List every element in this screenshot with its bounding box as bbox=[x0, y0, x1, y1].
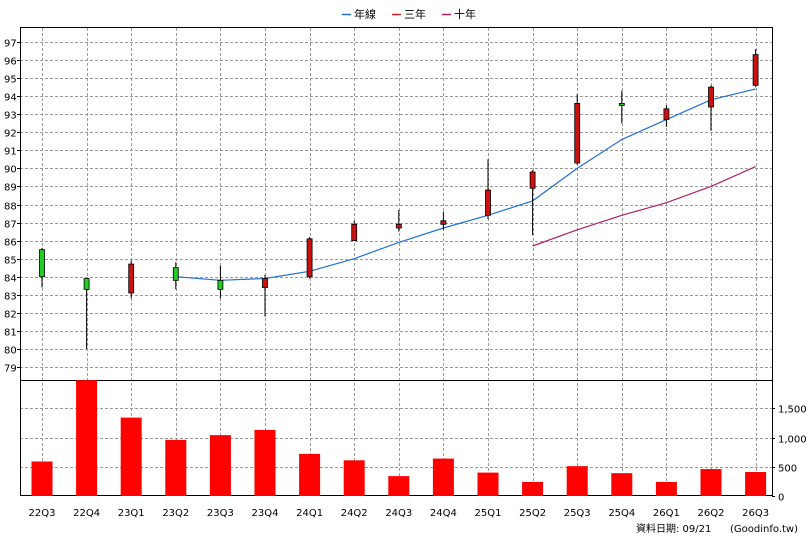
volume-bar bbox=[700, 469, 722, 496]
price-tick-label: 95 bbox=[4, 75, 17, 86]
candle-body bbox=[351, 223, 358, 242]
price-tick-label: 91 bbox=[4, 147, 17, 158]
x-tick-label: 24Q4 bbox=[430, 508, 457, 519]
price-tick-label: 80 bbox=[4, 346, 17, 357]
candle-body bbox=[574, 102, 581, 164]
x-tick-label: 26Q2 bbox=[698, 508, 725, 519]
volume-tick-label: 1,500 bbox=[778, 405, 807, 416]
volume-grid bbox=[20, 408, 772, 468]
x-tick-label: 23Q2 bbox=[162, 508, 189, 519]
x-tick-label: 25Q4 bbox=[608, 508, 635, 519]
price-candles bbox=[39, 49, 759, 349]
x-tick-label: 24Q1 bbox=[296, 508, 323, 519]
candle-body bbox=[618, 102, 625, 106]
x-tick-label: 26Q1 bbox=[653, 508, 680, 519]
chart-legend: 年線 三年 十年 bbox=[342, 7, 476, 21]
candle-body bbox=[485, 189, 491, 216]
price-tick-label: 90 bbox=[4, 165, 17, 176]
candle-body bbox=[128, 263, 135, 294]
volume-bar bbox=[76, 380, 98, 496]
candle-body bbox=[440, 220, 447, 225]
candle-body bbox=[217, 279, 224, 290]
candle-body bbox=[262, 278, 268, 288]
price-tick-label: 85 bbox=[4, 256, 17, 267]
candle-body bbox=[83, 278, 90, 290]
x-tick-label: 25Q1 bbox=[475, 508, 502, 519]
volume-bar bbox=[343, 460, 365, 496]
volume-bar bbox=[655, 481, 677, 496]
volume-bar bbox=[254, 429, 276, 496]
volume-bar bbox=[31, 461, 53, 496]
candle-body bbox=[529, 171, 536, 189]
volume-bar bbox=[745, 472, 767, 496]
volume-bar bbox=[522, 481, 544, 496]
candle-body bbox=[39, 249, 45, 278]
price-tick-label: 89 bbox=[4, 183, 17, 194]
price-tick-label: 86 bbox=[4, 238, 17, 249]
x-tick-label: 24Q3 bbox=[385, 508, 412, 519]
x-tick-label: 23Q4 bbox=[252, 508, 279, 519]
volume-tick-label: 500 bbox=[778, 464, 797, 475]
price-tick-label: 82 bbox=[4, 310, 17, 321]
x-tick-label: 23Q1 bbox=[118, 508, 145, 519]
price-tick-label: 84 bbox=[4, 274, 17, 285]
series-line bbox=[532, 166, 756, 247]
price-tick-label: 97 bbox=[4, 39, 17, 50]
moving-average-lines bbox=[175, 88, 756, 281]
volume-axis: 0 500 1,000 1,500 bbox=[772, 405, 807, 504]
x-tick-label: 22Q3 bbox=[29, 508, 56, 519]
price-tick-label: 81 bbox=[4, 328, 17, 339]
x-tick-label: 25Q2 bbox=[519, 508, 546, 519]
x-tick-label: 24Q2 bbox=[341, 508, 368, 519]
footer-date-label: 資料日期: 09/21 bbox=[636, 522, 711, 535]
volume-bar bbox=[388, 476, 410, 496]
price-tick-label: 88 bbox=[4, 202, 17, 213]
volume-bar bbox=[566, 466, 588, 496]
volume-bar bbox=[611, 473, 633, 496]
candle-body bbox=[172, 267, 179, 281]
price-tick-label: 92 bbox=[4, 129, 17, 140]
candle-body bbox=[752, 54, 759, 86]
series-line bbox=[175, 88, 756, 281]
legend-label: 十年 bbox=[454, 7, 476, 21]
candle-body bbox=[306, 238, 313, 278]
volume-bars bbox=[31, 380, 767, 496]
candle-body bbox=[663, 108, 670, 121]
price-tick-label: 96 bbox=[4, 57, 17, 68]
x-tick-label: 25Q3 bbox=[564, 508, 591, 519]
price-tick-label: 93 bbox=[4, 111, 17, 122]
candle-body bbox=[395, 223, 402, 229]
footer-source: (Goodinfo.tw) bbox=[730, 524, 798, 535]
price-tick-label: 83 bbox=[4, 292, 17, 303]
price-tick-label: 87 bbox=[4, 220, 17, 231]
x-axis-labels: 22Q3 22Q4 23Q1 23Q2 23Q3 23Q4 24Q1 24Q2 24Q3 24Q4… bbox=[29, 508, 770, 519]
volume-tick-label: 1,000 bbox=[778, 435, 807, 446]
x-tick-label: 22Q4 bbox=[73, 508, 100, 519]
x-tick-label: 23Q3 bbox=[207, 508, 234, 519]
volume-bar bbox=[477, 472, 499, 496]
volume-bar bbox=[432, 458, 454, 496]
price-axis: 79 80 81 82 83 84 85 86 87 88 89 90 91 92 93 94 95 96 97 bbox=[4, 39, 20, 375]
volume-bar bbox=[165, 439, 187, 496]
volume-bar bbox=[120, 417, 142, 496]
price-tick-label: 79 bbox=[4, 364, 17, 375]
legend-label: 三年 bbox=[404, 7, 426, 21]
x-tick-label: 26Q3 bbox=[742, 508, 769, 519]
volume-bar bbox=[299, 453, 321, 496]
legend-label: 年線 bbox=[354, 7, 376, 21]
price-tick-label: 94 bbox=[4, 93, 17, 104]
candle-body bbox=[708, 86, 714, 108]
volume-bar bbox=[209, 435, 231, 496]
volume-tick-label: 0 bbox=[778, 493, 784, 504]
